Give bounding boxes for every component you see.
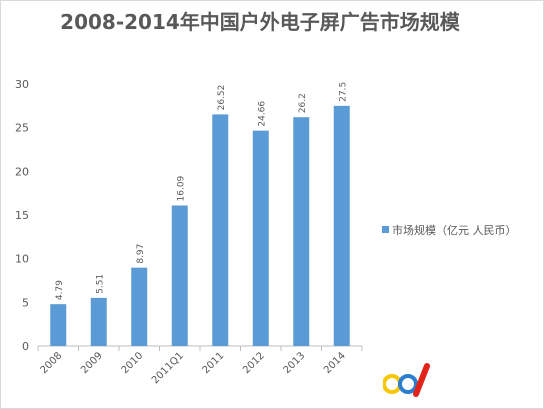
x-tick-label: 2010 <box>120 350 146 376</box>
y-tick-label: 30 <box>15 78 29 91</box>
bar[interactable] <box>333 105 350 346</box>
y-tick-label: 25 <box>15 122 29 135</box>
y-tick-label: 20 <box>15 165 29 178</box>
data-label: 5.51 <box>96 274 106 294</box>
data-label: 16.09 <box>177 175 187 201</box>
y-tick-label: 10 <box>15 253 29 266</box>
y-tick-label: 15 <box>15 209 29 222</box>
x-tick-label: 2008 <box>39 350 65 376</box>
bar[interactable] <box>212 114 229 346</box>
bar[interactable] <box>252 130 269 346</box>
legend-swatch <box>382 226 389 233</box>
bar[interactable] <box>50 304 67 346</box>
data-label: 4.79 <box>55 280 65 300</box>
legend-label: 市场规模（亿元 人民币） <box>392 223 517 237</box>
x-tick-label: 2009 <box>79 350 105 376</box>
bar[interactable] <box>131 267 148 346</box>
data-label: 26.2 <box>298 93 308 113</box>
data-label: 27.5 <box>339 82 349 102</box>
data-label: 24.66 <box>258 101 268 127</box>
x-tick-label: 2011Q1 <box>150 350 186 386</box>
cd-logo-icon <box>383 363 430 397</box>
x-tick-label: 2014 <box>322 350 348 376</box>
chart-title: 2008-2014年中国户外电子屏广告市场规模 <box>60 10 460 34</box>
x-tick-label: 2012 <box>241 350 267 376</box>
bar[interactable] <box>171 205 188 346</box>
data-label: 26.52 <box>217 85 227 111</box>
x-tick-label: 2011 <box>201 350 227 376</box>
bar[interactable] <box>293 117 310 346</box>
bar[interactable] <box>90 297 107 346</box>
data-label: 8.97 <box>136 244 146 264</box>
x-tick-label: 2013 <box>282 350 308 376</box>
y-tick-label: 5 <box>22 296 29 309</box>
y-tick-label: 0 <box>22 340 29 353</box>
